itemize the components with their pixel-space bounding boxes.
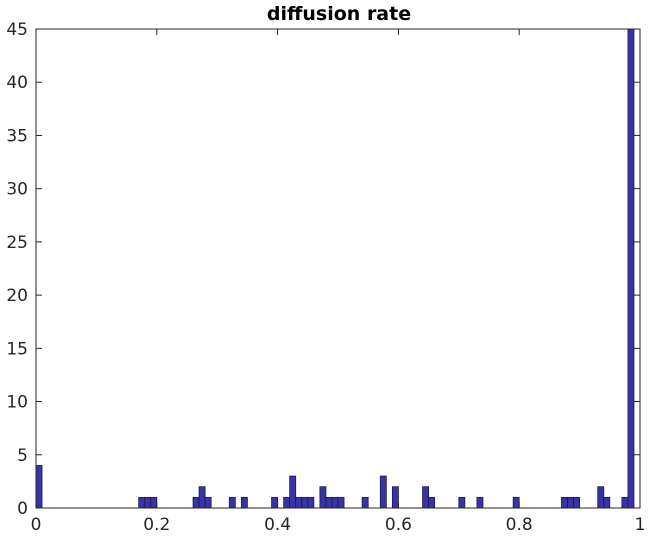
histogram-bar-28 — [567, 496, 574, 509]
histogram-bar-24 — [458, 496, 466, 509]
histogram-bar-7 — [228, 496, 236, 509]
y-tick-label: 20 — [6, 286, 28, 306]
y-tick-label: 25 — [6, 233, 28, 253]
histogram-bar-6 — [204, 496, 212, 509]
histogram-bar-10 — [283, 496, 291, 509]
y-tick-label: 0 — [17, 499, 28, 519]
histogram-bar-13 — [301, 496, 309, 509]
histogram-bar-2 — [150, 496, 158, 509]
plot-area-frame — [35, 28, 641, 509]
histogram-bar-4 — [192, 496, 200, 509]
y-tick-label: 45 — [6, 20, 28, 40]
histogram-bar-16 — [325, 496, 333, 509]
y-tick-label: 35 — [6, 126, 28, 146]
x-tick-label: 0 — [31, 515, 42, 535]
x-tick-label: 0.6 — [385, 515, 412, 535]
histogram-bar-25 — [476, 496, 484, 509]
x-tick-label: 0.4 — [264, 515, 291, 535]
histogram-bar-21 — [391, 486, 399, 509]
y-tick-label: 10 — [6, 393, 28, 413]
y-tick-label: 30 — [6, 180, 28, 200]
histogram-bar-23 — [428, 496, 436, 509]
x-tick-label: 0.2 — [143, 515, 170, 535]
histogram-bar-26 — [512, 496, 520, 509]
histogram-bars — [35, 28, 635, 509]
histogram-bar-27 — [561, 496, 568, 509]
histogram-bar-18 — [337, 496, 345, 509]
histogram-bar-31 — [603, 496, 611, 509]
y-tick-label: 5 — [17, 446, 28, 466]
chart-title: diffusion rate — [267, 3, 411, 25]
histogram-bar-29 — [573, 496, 580, 509]
histogram-bar-8 — [240, 496, 248, 509]
histogram-bar-15 — [319, 486, 327, 509]
histogram-bar-20 — [379, 475, 387, 509]
x-tick-label: 1 — [635, 515, 646, 535]
histogram-bar-14 — [307, 496, 315, 509]
histogram-bar-33 — [627, 28, 635, 509]
x-tick-label: 0.8 — [506, 515, 533, 535]
histogram-bar-30 — [597, 486, 605, 509]
histogram-bar-12 — [295, 496, 303, 509]
histogram-bar-22 — [422, 486, 429, 509]
y-tick-label: 40 — [6, 73, 28, 93]
histogram-bar-5 — [198, 486, 206, 509]
histogram-bar-9 — [271, 496, 278, 509]
histogram-bar-11 — [289, 475, 297, 509]
y-tick-label: 15 — [6, 339, 28, 359]
histogram-bar-0 — [35, 465, 43, 509]
histogram-bar-32 — [621, 496, 629, 509]
histogram-bar-19 — [361, 496, 369, 509]
histogram-bar-1 — [144, 496, 152, 509]
histogram-bar-17 — [331, 496, 339, 509]
histogram-bar-3 — [138, 496, 146, 509]
